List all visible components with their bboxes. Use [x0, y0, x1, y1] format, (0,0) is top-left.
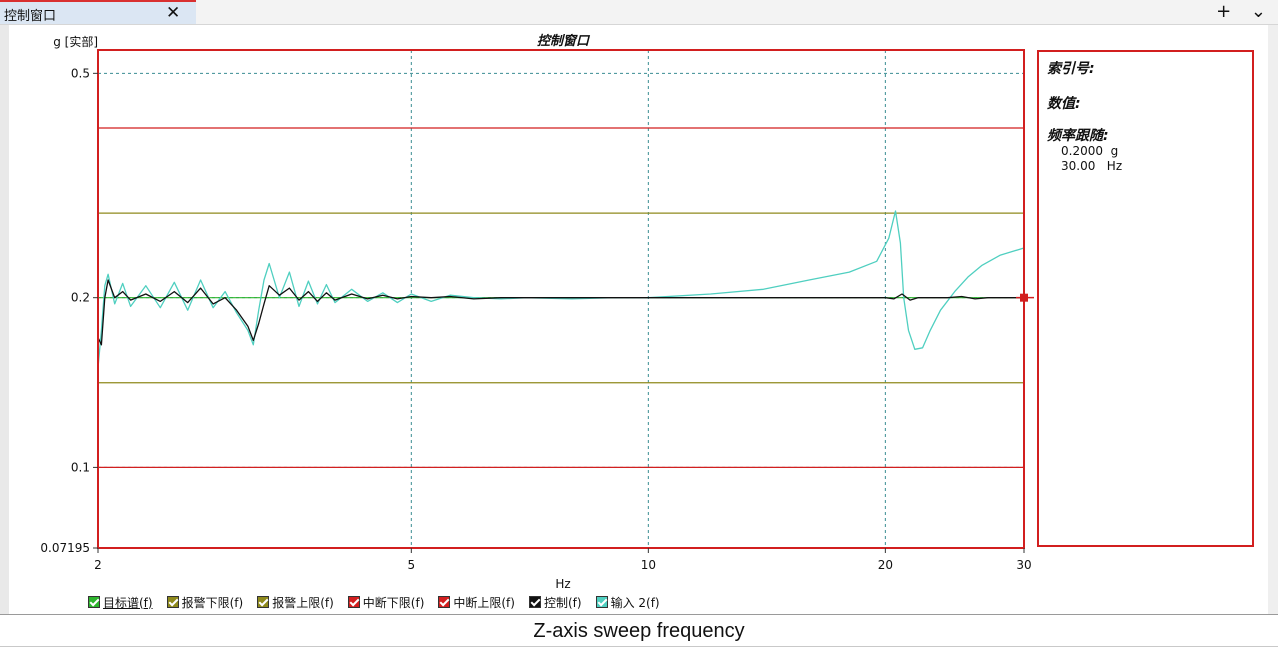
freq-track-label: 频率跟随: — [1047, 128, 1109, 144]
right-panel-edge — [1268, 25, 1278, 615]
y-tick-label: 0.1 — [71, 460, 90, 474]
legend-item[interactable]: 中断下限(f) — [347, 592, 425, 612]
legend-checkbox[interactable] — [257, 596, 270, 608]
legend-label: 控制(f) — [543, 595, 582, 610]
y-axis-label: g [实部] — [53, 34, 98, 49]
legend-checkbox[interactable] — [347, 596, 360, 608]
legend-item[interactable]: 输入 2(f) — [595, 592, 660, 612]
legend-checkbox[interactable] — [595, 596, 608, 608]
legend-label: 中断上限(f) — [453, 595, 515, 610]
legend: 目标谱(f) 报警下限(f) 报警上限(f) 中断下限(f) 中断上限(f) 控制(f) 输… — [88, 592, 660, 612]
chevron-down-icon[interactable]: ⌄ — [1250, 1, 1266, 22]
legend-item[interactable]: 报警上限(f) — [257, 592, 334, 612]
x-tick-label: 20 — [878, 558, 893, 572]
tab-bar: 控制窗口 ✕ + ⌄ — [0, 0, 1278, 25]
legend-label: 中断下限(f) — [362, 595, 425, 610]
tab-control-window[interactable]: 控制窗口 ✕ — [0, 0, 196, 24]
legend-item[interactable]: 中断上限(f) — [438, 592, 515, 612]
legend-label: 目标谱(f) — [103, 595, 153, 610]
chart-title: 控制窗口 — [537, 33, 591, 49]
x-tick-label: 5 — [407, 558, 415, 572]
amplitude-value: 0.2000 g — [1061, 144, 1119, 158]
legend-checkbox[interactable] — [528, 596, 541, 608]
legend-label: 报警上限(f) — [272, 595, 334, 610]
y-tick-label: 0.5 — [71, 66, 90, 80]
frequency-value: 30.00 Hz — [1061, 159, 1123, 173]
y-tick-label: 0.07195 — [40, 541, 90, 555]
legend-checkbox[interactable] — [438, 596, 451, 608]
info-panel: 索引号: 数值: 频率跟随: 0.2000 g 30.00 Hz — [1037, 50, 1254, 547]
x-tick-label: 10 — [641, 558, 656, 572]
divider — [0, 646, 1278, 647]
legend-item[interactable]: 报警下限(f) — [166, 592, 244, 612]
legend-item[interactable]: 目标谱(f) — [88, 592, 153, 612]
chart: 2 5 10 20 30 0.5 0.2 0.1 0.07195 控制窗口 g [实部] Hz — [40, 33, 1034, 591]
value-label: 数值: — [1047, 96, 1081, 112]
legend-label: 报警下限(f) — [181, 595, 244, 610]
tab-title: 控制窗口 — [4, 9, 57, 24]
window-actions: + ⌄ — [1202, 1, 1266, 22]
x-axis-label: Hz — [555, 577, 570, 591]
figure-caption: Z-axis sweep frequency — [533, 620, 745, 642]
close-icon[interactable]: ✕ — [166, 3, 181, 23]
left-panel-edge — [0, 25, 9, 615]
series-line — [97, 210, 1025, 369]
index-label: 索引号: — [1047, 61, 1095, 77]
cursor-marker — [1020, 293, 1028, 302]
legend-label: 输入 2(f) — [610, 595, 660, 610]
legend-item[interactable]: 控制(f) — [528, 592, 582, 612]
divider — [0, 614, 1278, 615]
y-tick-label: 0.2 — [71, 291, 90, 305]
x-tick-label: 2 — [94, 558, 102, 572]
x-tick-label: 30 — [1016, 558, 1031, 572]
legend-checkbox[interactable] — [88, 596, 100, 608]
legend-checkbox[interactable] — [166, 596, 179, 608]
add-icon[interactable]: + — [1216, 1, 1232, 22]
series-line — [97, 279, 1024, 346]
